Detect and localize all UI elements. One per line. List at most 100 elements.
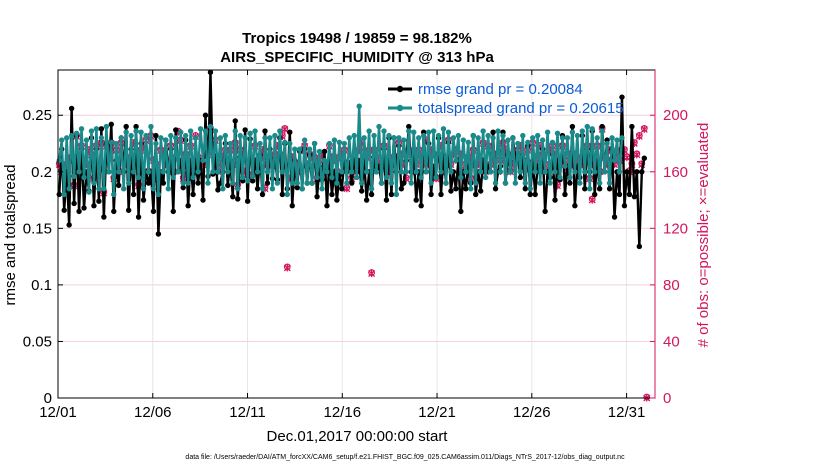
totalspread-point: [200, 157, 206, 164]
totalspread-point: [460, 137, 467, 143]
totalspread-point: [143, 132, 149, 139]
obs-evaluated-point: [635, 132, 643, 140]
footnote: data file: /Users/raeder/DAI/ATM_forcXX/…: [185, 454, 625, 461]
totalspread-point: [93, 126, 100, 132]
totalspread-point: [336, 139, 343, 146]
totalspread-point: [482, 174, 489, 181]
rmse-point: [242, 127, 248, 133]
totalspread-point: [324, 169, 330, 175]
totalspread-point: [423, 169, 429, 175]
y-tick-label-right: 0: [663, 390, 671, 407]
totalspread-point: [606, 180, 613, 186]
rmse-point: [200, 197, 206, 203]
totalspread-point: [304, 180, 310, 186]
rmse-point: [636, 243, 643, 250]
totalspread-point: [118, 135, 124, 141]
rmse-point: [264, 180, 271, 186]
totalspread-point: [170, 174, 176, 181]
totalspread-point: [173, 135, 179, 141]
totalspread-point: [463, 169, 469, 175]
totalspread-point: [230, 180, 236, 186]
rmse-point: [552, 197, 558, 203]
totalspread-point: [584, 123, 590, 130]
totalspread-point: [309, 180, 315, 186]
totalspread-point: [125, 180, 132, 186]
totalspread-point: [195, 169, 201, 175]
totalspread-point: [91, 180, 97, 186]
x-tick-label: 12/06: [134, 404, 172, 421]
totalspread-point: [88, 128, 95, 134]
totalspread-point: [120, 186, 127, 192]
totalspread-point: [180, 180, 186, 186]
totalspread-point: [537, 180, 543, 186]
totalspread-point: [525, 139, 531, 146]
totalspread-point: [264, 169, 271, 175]
totalspread-point: [490, 135, 496, 141]
x-tick-label: 12/21: [418, 404, 456, 421]
x-tick-label: 12/31: [608, 404, 646, 421]
rmse-point: [202, 112, 209, 118]
totalspread-point: [547, 180, 553, 186]
rmse-point: [56, 191, 62, 198]
rmse-point: [569, 123, 576, 130]
legend-marker-totalspread: [396, 104, 404, 112]
totalspread-point: [413, 169, 419, 175]
obs-evaluated-point: [368, 270, 376, 278]
totalspread-point: [567, 174, 573, 181]
rmse-point: [125, 207, 132, 213]
totalspread-point: [202, 128, 209, 134]
totalspread-point: [215, 169, 221, 175]
rmse-point: [61, 207, 67, 213]
rmse-point: [631, 193, 638, 200]
totalspread-point: [148, 123, 154, 130]
rmse-point: [180, 184, 186, 191]
rmse-point: [363, 197, 370, 203]
totalspread-point: [116, 169, 122, 175]
totalspread-point: [269, 186, 276, 192]
totalspread-point: [356, 103, 362, 109]
totalspread-point: [480, 128, 486, 134]
x-axis-label: Dec.01,2017 00:00:00 start: [267, 428, 449, 445]
totalspread-point: [574, 132, 581, 139]
totalspread-point: [539, 137, 546, 143]
rmse-point: [98, 126, 105, 132]
rmse-point: [160, 180, 167, 186]
totalspread-point: [235, 186, 241, 192]
totalspread-point: [418, 174, 424, 181]
rmse-point: [349, 180, 355, 186]
rmse-point: [522, 186, 528, 192]
totalspread-point: [66, 186, 72, 192]
totalspread-point: [527, 186, 533, 192]
totalspread-point: [299, 186, 305, 192]
totalspread-point: [83, 137, 90, 143]
totalspread-point: [259, 186, 266, 192]
totalspread-point: [594, 135, 600, 141]
totalspread-point: [316, 148, 323, 155]
totalspread-point: [175, 169, 181, 175]
totalspread-point: [530, 135, 536, 141]
totalspread-point: [123, 129, 129, 135]
totalspread-point: [81, 174, 87, 181]
rmse-point: [71, 200, 77, 207]
rmse-point: [287, 129, 293, 135]
totalspread-point: [165, 186, 172, 192]
y-tick-label-right: 200: [663, 107, 688, 124]
totalspread-point: [297, 146, 303, 152]
data-series: [55, 69, 651, 402]
totalspread-point: [450, 135, 457, 141]
obs-evaluated-point: [633, 151, 641, 159]
totalspread-point: [373, 169, 380, 175]
totalspread-point: [73, 130, 80, 137]
totalspread-point: [140, 186, 147, 192]
totalspread-point: [237, 132, 243, 139]
totalspread-point: [128, 132, 134, 139]
totalspread-point: [287, 140, 293, 147]
totalspread-point: [289, 180, 295, 186]
rmse-point: [108, 121, 114, 127]
rmse-point: [101, 214, 107, 220]
totalspread-point: [559, 135, 566, 141]
totalspread-point: [381, 128, 387, 134]
totalspread-point: [68, 132, 75, 139]
rmse-point: [438, 191, 444, 198]
rmse-point: [135, 214, 142, 220]
